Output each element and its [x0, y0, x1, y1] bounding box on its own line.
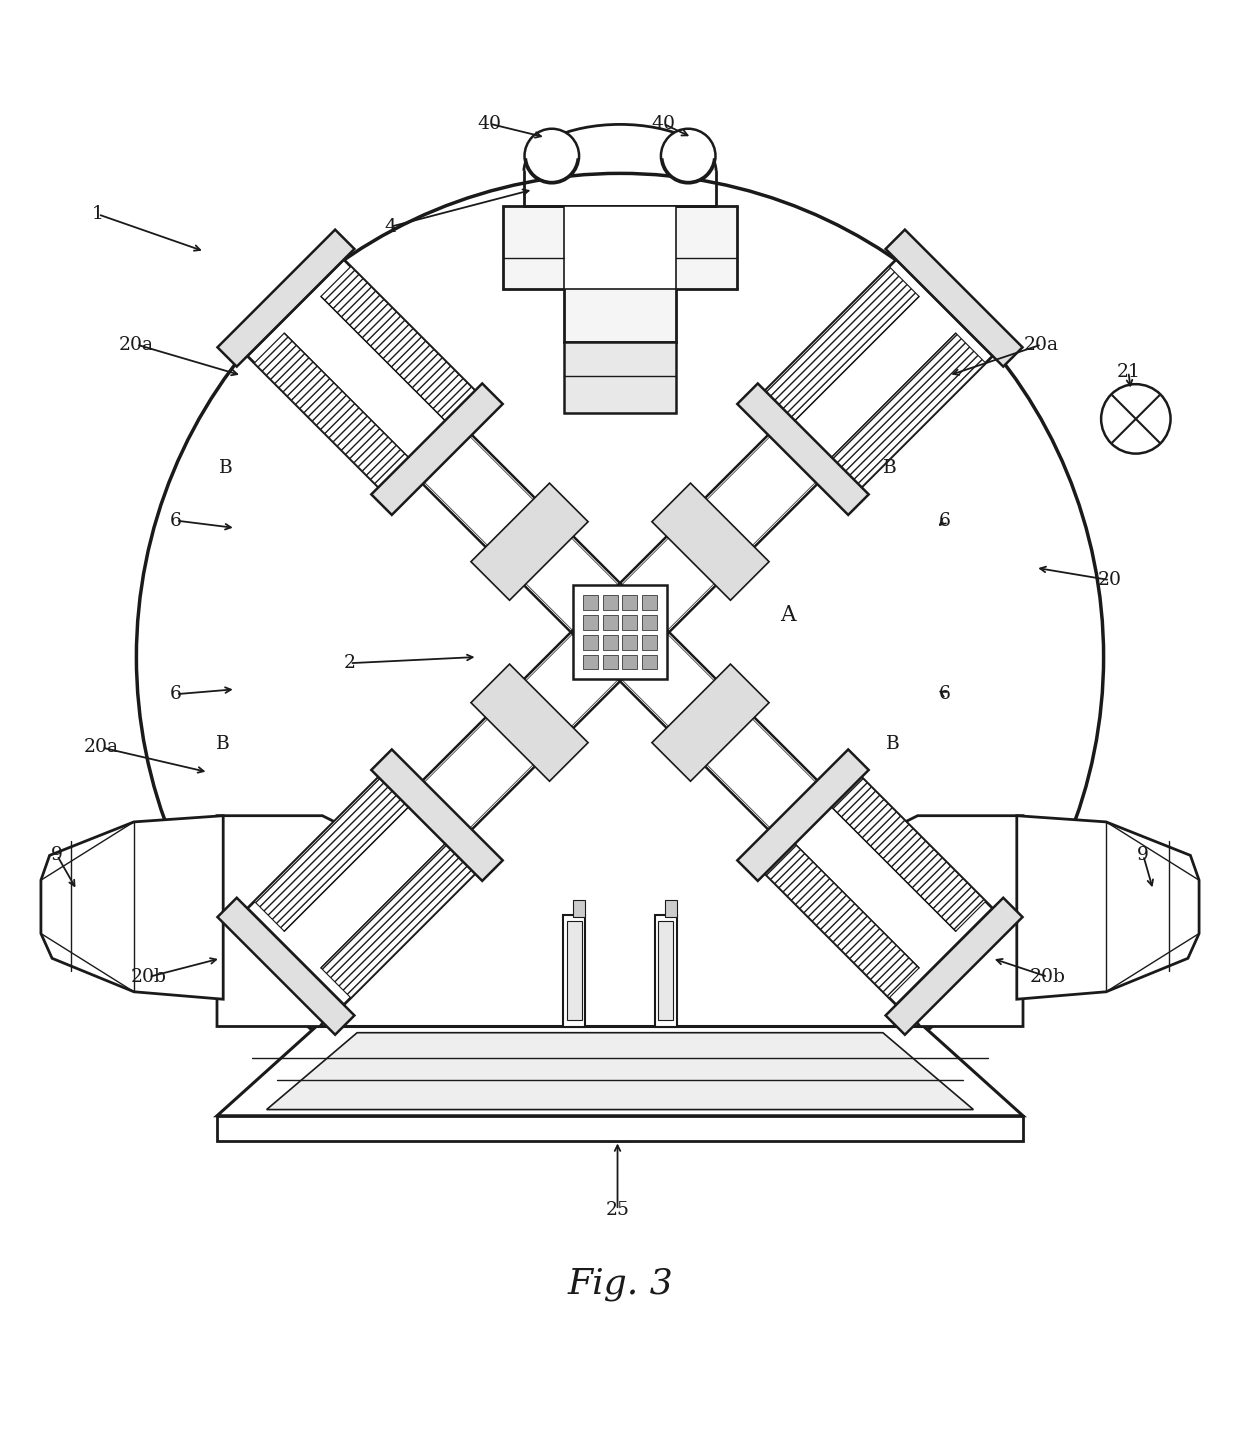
Text: 40: 40 — [477, 115, 502, 133]
Polygon shape — [471, 663, 588, 781]
Circle shape — [525, 129, 579, 183]
Polygon shape — [603, 655, 618, 669]
Polygon shape — [413, 426, 642, 655]
Polygon shape — [831, 777, 986, 931]
Polygon shape — [738, 749, 869, 881]
Polygon shape — [471, 483, 588, 600]
Polygon shape — [321, 267, 475, 421]
Polygon shape — [573, 585, 667, 679]
Polygon shape — [622, 615, 637, 629]
Polygon shape — [567, 921, 582, 1020]
Polygon shape — [254, 332, 409, 487]
Polygon shape — [598, 426, 827, 655]
Polygon shape — [564, 205, 676, 288]
Polygon shape — [247, 259, 480, 492]
Circle shape — [1101, 384, 1171, 454]
Text: 1: 1 — [92, 205, 104, 224]
Polygon shape — [217, 815, 372, 1026]
Text: 9: 9 — [1137, 847, 1149, 864]
Polygon shape — [371, 749, 502, 881]
Polygon shape — [217, 1116, 1023, 1141]
Polygon shape — [622, 595, 637, 610]
Text: 6: 6 — [939, 685, 951, 704]
Polygon shape — [217, 229, 355, 367]
Polygon shape — [765, 267, 919, 421]
Polygon shape — [573, 900, 585, 917]
Text: 6: 6 — [170, 512, 182, 530]
Polygon shape — [503, 205, 737, 342]
Text: B: B — [883, 460, 898, 477]
Circle shape — [661, 129, 715, 183]
Polygon shape — [267, 1033, 973, 1109]
Text: B: B — [885, 735, 900, 752]
Polygon shape — [885, 229, 1023, 367]
Polygon shape — [760, 259, 993, 492]
Polygon shape — [885, 897, 1023, 1035]
Polygon shape — [760, 772, 993, 1005]
Polygon shape — [642, 615, 657, 629]
Polygon shape — [583, 635, 598, 649]
Polygon shape — [603, 615, 618, 629]
Text: 6: 6 — [939, 512, 951, 530]
Text: 6: 6 — [170, 685, 182, 704]
Text: 20a: 20a — [84, 738, 119, 757]
Polygon shape — [583, 615, 598, 629]
Polygon shape — [254, 777, 409, 931]
Polygon shape — [583, 595, 598, 610]
Text: B: B — [218, 460, 233, 477]
Polygon shape — [41, 815, 223, 999]
Text: 40: 40 — [651, 115, 676, 133]
Polygon shape — [603, 635, 618, 649]
Text: 2: 2 — [343, 655, 356, 672]
Polygon shape — [642, 595, 657, 610]
Text: 25: 25 — [605, 1201, 630, 1219]
Polygon shape — [598, 609, 827, 840]
Polygon shape — [563, 914, 585, 1026]
Polygon shape — [831, 332, 986, 487]
Polygon shape — [321, 844, 475, 997]
Polygon shape — [765, 844, 919, 997]
Polygon shape — [217, 897, 355, 1035]
Polygon shape — [583, 655, 598, 669]
Text: 21: 21 — [1116, 363, 1141, 381]
Text: A: A — [780, 603, 795, 626]
Polygon shape — [1017, 815, 1199, 999]
Polygon shape — [622, 635, 637, 649]
Polygon shape — [652, 483, 769, 600]
Text: 20b: 20b — [130, 967, 167, 986]
Text: 20: 20 — [1097, 572, 1122, 589]
Text: 20a: 20a — [1024, 335, 1059, 354]
Text: Fig. 3: Fig. 3 — [567, 1267, 673, 1301]
Text: 20a: 20a — [119, 335, 154, 354]
Polygon shape — [868, 815, 1023, 1026]
Polygon shape — [413, 609, 642, 840]
Polygon shape — [642, 655, 657, 669]
Polygon shape — [247, 772, 480, 1005]
Text: 20b: 20b — [1029, 967, 1066, 986]
Polygon shape — [655, 914, 677, 1026]
Polygon shape — [652, 663, 769, 781]
Polygon shape — [665, 900, 677, 917]
Polygon shape — [371, 384, 502, 514]
Text: 4: 4 — [384, 218, 397, 235]
Polygon shape — [622, 655, 637, 669]
Circle shape — [136, 173, 1104, 1141]
Text: B: B — [216, 735, 231, 752]
Text: 9: 9 — [51, 847, 63, 864]
Polygon shape — [658, 921, 673, 1020]
Polygon shape — [603, 595, 618, 610]
Polygon shape — [217, 1026, 1023, 1116]
Polygon shape — [642, 635, 657, 649]
Polygon shape — [738, 384, 869, 514]
Polygon shape — [564, 342, 676, 413]
